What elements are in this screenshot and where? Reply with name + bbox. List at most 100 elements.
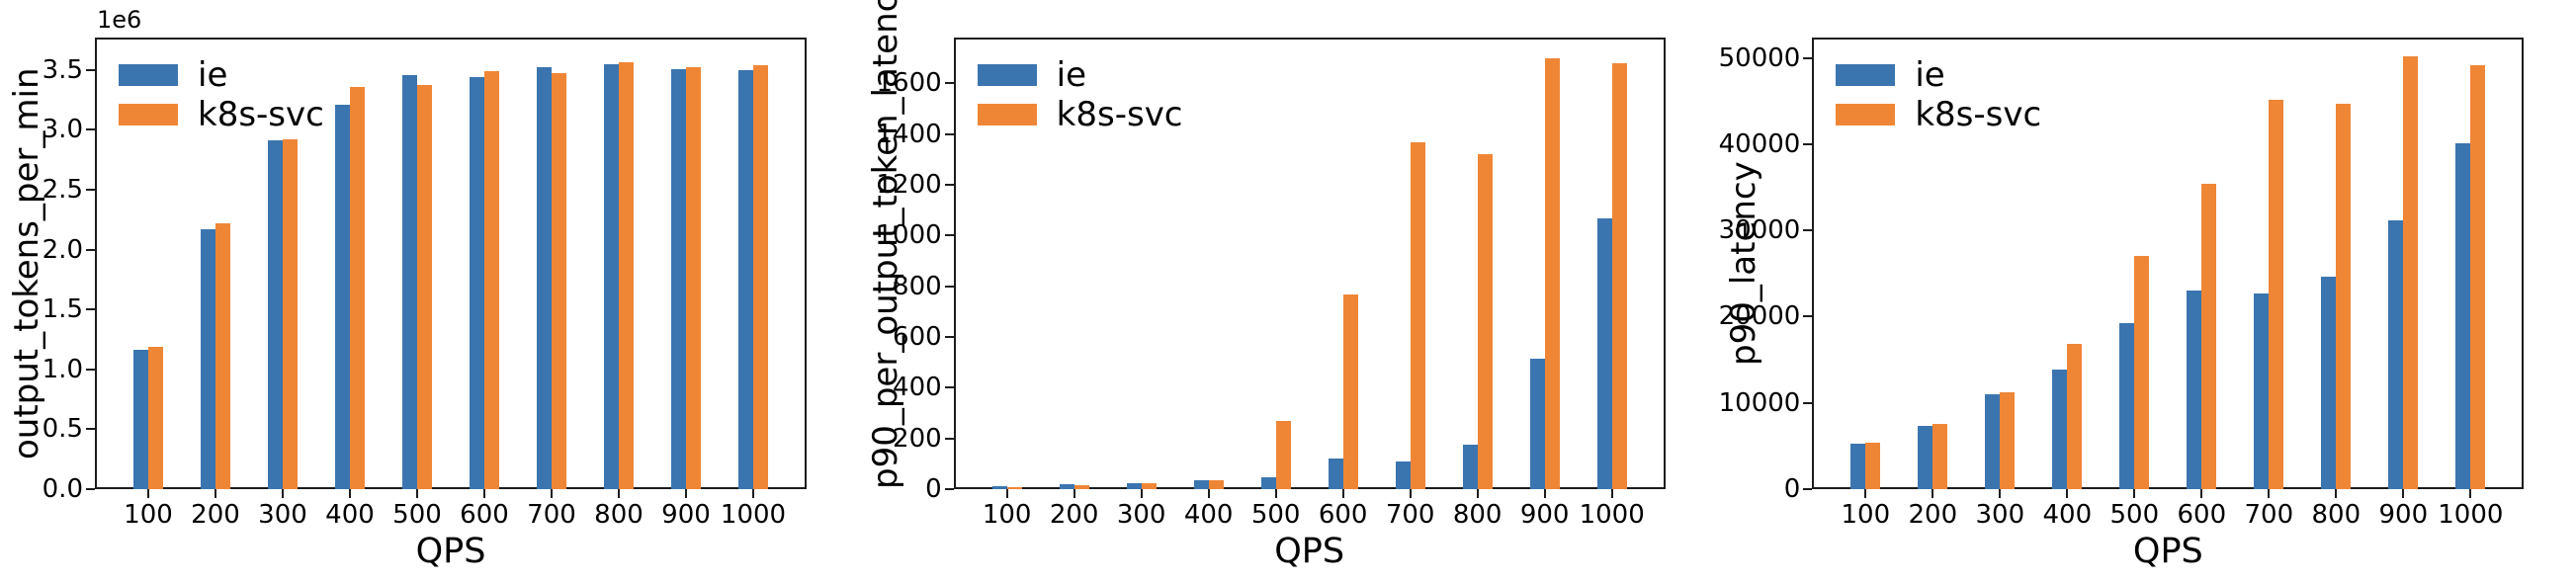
bar-k8s-svc xyxy=(1208,480,1224,489)
y-tick-mark xyxy=(86,128,95,131)
bar-k8s-svc xyxy=(686,67,701,489)
y-tick-label: 1000 xyxy=(876,220,942,251)
chart-output-tokens-per-min: 1e6 output_tokens_per_min 0.0 0.5 1.0 1.5 2.… xyxy=(0,0,859,585)
x-axis-label: QPS xyxy=(1274,532,1345,571)
x-tick-label: 600 xyxy=(1318,500,1368,530)
y-tick-label: 1600 xyxy=(876,68,942,99)
x-tick-mark xyxy=(685,489,687,498)
bar-k8s-svc xyxy=(1141,483,1157,489)
bar-ie xyxy=(1596,218,1612,489)
legend-item: k8s-svc xyxy=(1836,95,2041,134)
y-tick-label: 20000 xyxy=(1718,301,1801,332)
legend-item: k8s-svc xyxy=(119,95,324,134)
y-tick-label: 600 xyxy=(893,322,942,353)
bar-k8s-svc xyxy=(2269,100,2284,489)
bar-ie xyxy=(1059,484,1074,489)
legend-label: ie xyxy=(1056,55,1087,95)
legend-label: ie xyxy=(1915,55,1945,95)
legend-swatch-ie xyxy=(1836,64,1896,86)
axis-offset-text: 1e6 xyxy=(97,6,142,34)
x-tick-label: 700 xyxy=(1385,500,1435,530)
y-tick-label: 0 xyxy=(925,474,942,504)
y-tick-label: 3.5 xyxy=(42,54,83,85)
bar-k8s-svc xyxy=(1342,294,1358,489)
x-tick-mark xyxy=(752,489,754,498)
bar-k8s-svc xyxy=(1477,154,1493,489)
x-tick-mark xyxy=(282,489,284,498)
bar-k8s-svc xyxy=(1275,421,1291,489)
legend-item: ie xyxy=(119,55,324,95)
bar-k8s-svc xyxy=(1006,487,1022,489)
x-tick-label: 800 xyxy=(594,500,644,530)
x-tick-label: 500 xyxy=(1250,500,1301,530)
bar-ie xyxy=(1193,480,1209,489)
x-tick-label: 400 xyxy=(1183,500,1234,530)
bar-k8s-svc xyxy=(2336,104,2352,489)
bar-k8s-svc xyxy=(619,62,634,489)
bar-ie xyxy=(402,75,417,489)
y-tick-mark xyxy=(1803,56,1813,59)
x-tick-label: 900 xyxy=(661,500,711,530)
x-tick-mark xyxy=(2200,489,2203,498)
x-tick-label: 600 xyxy=(2177,500,2227,530)
bar-k8s-svc xyxy=(2067,344,2083,489)
x-tick-mark xyxy=(1932,489,1934,498)
y-tick-mark xyxy=(86,68,95,71)
x-tick-mark xyxy=(483,489,485,498)
bar-ie xyxy=(604,64,619,489)
legend-swatch-k8s-svc xyxy=(977,104,1037,125)
bar-k8s-svc xyxy=(2470,65,2486,489)
bar-ie xyxy=(335,105,350,489)
x-tick-label: 400 xyxy=(325,500,375,530)
bar-ie xyxy=(1126,483,1142,489)
legend-swatch-ie xyxy=(119,64,178,86)
x-tick-label: 900 xyxy=(2378,500,2429,530)
legend-item: ie xyxy=(1836,55,2041,95)
legend-item: k8s-svc xyxy=(977,95,1183,134)
y-tick-label: 30000 xyxy=(1718,215,1801,246)
bar-k8s-svc xyxy=(1544,58,1560,489)
y-tick-mark xyxy=(944,437,954,440)
x-tick-mark xyxy=(215,489,216,498)
bar-ie xyxy=(201,229,215,489)
x-tick-label: 200 xyxy=(191,500,240,530)
x-tick-label: 900 xyxy=(1519,500,1570,530)
x-tick-mark xyxy=(2469,489,2472,498)
bar-ie xyxy=(2187,291,2202,489)
y-tick-mark xyxy=(1803,315,1813,318)
bar-ie xyxy=(537,67,552,489)
bar-ie xyxy=(133,350,148,489)
y-tick-mark xyxy=(86,188,95,191)
x-tick-label: 200 xyxy=(1049,500,1099,530)
x-tick-label: 600 xyxy=(460,500,509,530)
x-tick-mark xyxy=(416,489,418,498)
x-tick-mark xyxy=(1073,489,1075,498)
y-tick-label: 800 xyxy=(893,271,942,301)
bar-k8s-svc xyxy=(283,139,298,489)
bar-ie xyxy=(2119,323,2135,489)
bar-ie xyxy=(1328,459,1343,489)
bar-k8s-svc xyxy=(1073,485,1089,489)
bar-ie xyxy=(1462,445,1478,489)
bar-ie xyxy=(268,140,283,489)
y-tick-mark xyxy=(1803,488,1813,490)
x-tick-mark xyxy=(349,489,351,498)
y-tick-mark xyxy=(1803,142,1813,145)
y-tick-label: 40000 xyxy=(1718,128,1801,159)
x-tick-mark xyxy=(1341,489,1344,498)
y-tick-label: 10000 xyxy=(1718,387,1801,418)
y-tick-label: 200 xyxy=(893,423,942,454)
x-tick-mark xyxy=(1476,489,1479,498)
bar-ie xyxy=(1529,359,1545,489)
bar-k8s-svc xyxy=(417,85,432,489)
legend-label: k8s-svc xyxy=(1056,95,1183,134)
bar-ie xyxy=(1850,444,1866,489)
bar-ie xyxy=(1918,426,1933,489)
x-tick-mark xyxy=(2402,489,2405,498)
x-tick-label: 300 xyxy=(258,500,307,530)
y-tick-label: 1.5 xyxy=(42,294,83,325)
x-tick-label: 700 xyxy=(527,500,576,530)
x-tick-label: 1000 xyxy=(2438,500,2504,530)
bar-ie xyxy=(2455,143,2471,489)
x-tick-label: 400 xyxy=(2042,500,2093,530)
